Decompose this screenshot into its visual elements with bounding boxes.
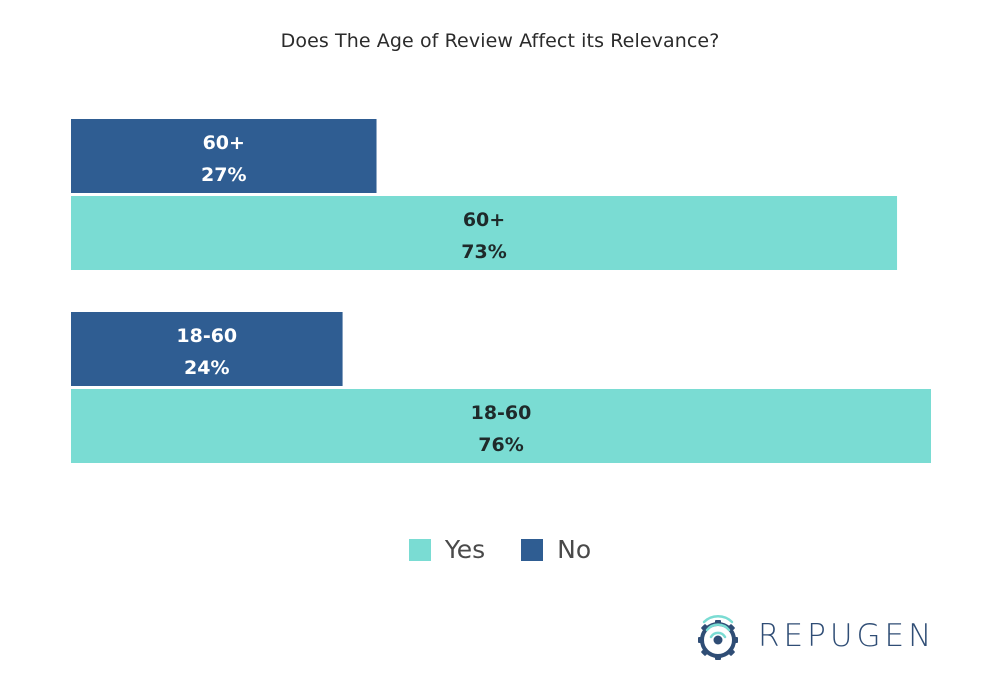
legend-swatch-yes bbox=[408, 538, 431, 561]
chart-title: Does The Age of Review Affect its Releva… bbox=[280, 30, 720, 52]
legend-label-yes: Yes bbox=[444, 535, 486, 564]
bar-category-label: 60+ bbox=[203, 132, 245, 154]
repugen-logo: REPUGEN bbox=[690, 608, 935, 664]
bar-value-label: 27% bbox=[201, 164, 246, 186]
bar-value-label: 76% bbox=[478, 434, 523, 456]
bar-category-label: 18-60 bbox=[471, 402, 532, 424]
legend-item-yes: Yes bbox=[408, 535, 486, 564]
legend-label-no: No bbox=[557, 535, 592, 564]
logo-gear-icon bbox=[698, 615, 738, 660]
bar-no-60+ bbox=[71, 119, 377, 193]
legend: Yes No bbox=[0, 535, 1000, 564]
legend-swatch-no bbox=[521, 538, 544, 561]
legend-item-no: No bbox=[521, 535, 591, 564]
bar-category-label: 18-60 bbox=[176, 325, 237, 347]
logo-text: REPUGEN bbox=[758, 618, 936, 654]
bar-yes-18-60 bbox=[71, 389, 931, 463]
bar-value-label: 24% bbox=[184, 357, 229, 379]
bar-yes-60+ bbox=[71, 196, 898, 270]
bar-no-18-60 bbox=[71, 312, 343, 386]
bar-category-label: 60+ bbox=[463, 209, 505, 231]
bar-value-label: 73% bbox=[461, 241, 506, 263]
